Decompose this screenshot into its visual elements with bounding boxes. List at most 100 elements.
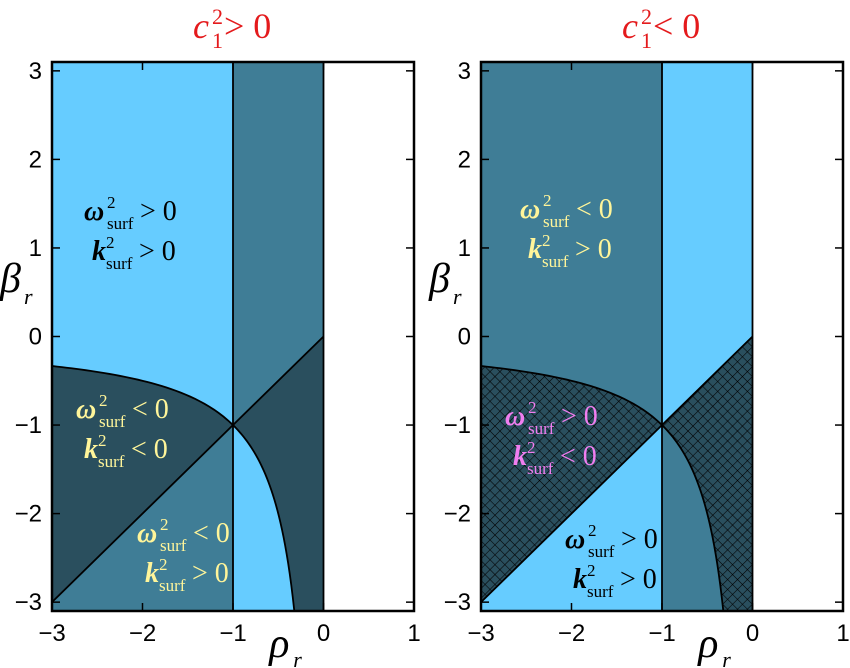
k-condition: k 2 surf > 0 xyxy=(573,561,657,601)
omega-condition: ω 2 surf < 0 xyxy=(137,515,230,555)
superscript: 2 xyxy=(588,521,597,540)
relation: < 0 xyxy=(560,441,597,472)
subscript: surf xyxy=(528,419,555,438)
subscript: surf xyxy=(98,452,125,471)
relation: < 0 xyxy=(131,434,168,465)
relation: > 0 xyxy=(621,524,658,555)
x-tick-label: −2 xyxy=(558,620,585,647)
x-axis-subscript: r xyxy=(722,647,731,668)
superscript: 2 xyxy=(99,391,108,410)
subscript: surf xyxy=(99,412,126,431)
omega-condition: ω 2 surf > 0 xyxy=(84,193,177,233)
y-axis-symbol: β xyxy=(0,256,21,302)
y-tick-label: 2 xyxy=(29,146,42,173)
x-axis-subscript: r xyxy=(293,647,302,668)
superscript: 2 xyxy=(106,233,115,252)
superscript: 2 xyxy=(527,438,536,457)
boundary-hyperbola xyxy=(52,365,296,611)
region-bottom-triangle xyxy=(52,425,233,611)
y-tick-label: −2 xyxy=(15,501,42,528)
x-axis-symbol: ρ xyxy=(696,621,718,667)
region-band-wedge xyxy=(233,336,324,611)
y-axis-subscript: r xyxy=(24,284,33,309)
superscript: 2 xyxy=(159,555,168,574)
y-tick-label: 0 xyxy=(458,324,471,351)
boundary-diagonal xyxy=(481,335,754,604)
region-band-lower xyxy=(233,425,295,611)
y-axis-symbol: β xyxy=(428,256,450,302)
y-tick-label: 0 xyxy=(29,324,42,351)
boundary-hyperbola xyxy=(481,365,725,611)
x-tick-label: −1 xyxy=(648,620,675,647)
title-symbol: c xyxy=(193,6,209,46)
chart-title: c 21 < 0 xyxy=(622,4,700,53)
region-layer xyxy=(52,62,414,611)
y-tick-label: 1 xyxy=(458,235,471,262)
relation: > 0 xyxy=(620,564,657,595)
region-bottom-triangle xyxy=(481,425,662,611)
plot-frame xyxy=(479,60,845,613)
x-tick-label: −2 xyxy=(129,620,156,647)
subscript: surf xyxy=(160,536,187,555)
title-subscript: 1 xyxy=(641,28,652,53)
x-tick-label: −3 xyxy=(38,620,65,647)
k-condition: k 2 surf < 0 xyxy=(84,431,168,471)
k-symbol: k xyxy=(528,234,542,265)
omega-symbol: ω xyxy=(84,196,104,227)
subscript: surf xyxy=(106,254,133,273)
boundary-diagonal xyxy=(52,335,325,604)
y-tick-label: −1 xyxy=(444,412,471,439)
region-lower-left xyxy=(52,366,233,603)
y-tick-label: 3 xyxy=(29,58,42,85)
superscript: 2 xyxy=(587,561,596,580)
y-tick-label: 2 xyxy=(458,146,471,173)
omega-symbol: ω xyxy=(137,518,157,549)
y-axis-ticks: 3 2 1 0 −1 −2 −3 xyxy=(15,58,414,616)
y-tick-label: −3 xyxy=(444,589,471,616)
relation: > 0 xyxy=(192,558,229,589)
omega-condition: ω 2 surf > 0 xyxy=(505,398,598,438)
superscript: 2 xyxy=(542,231,551,250)
plot-frame xyxy=(50,60,416,613)
k-condition: k 2 surf > 0 xyxy=(145,555,229,595)
relation: < 0 xyxy=(576,194,613,225)
region-positive-rho xyxy=(752,62,843,611)
y-tick-label: −3 xyxy=(15,589,42,616)
relation: < 0 xyxy=(132,394,169,425)
x-tick-label: −1 xyxy=(219,620,246,647)
x-tick-label: 1 xyxy=(836,620,849,647)
y-tick-label: 1 xyxy=(29,235,42,262)
relation: > 0 xyxy=(140,196,177,227)
title-symbol: c xyxy=(622,6,638,46)
omega-condition: ω 2 surf < 0 xyxy=(520,191,613,231)
subscript: surf xyxy=(587,582,614,601)
k-symbol: k xyxy=(84,434,98,465)
subscript: surf xyxy=(107,214,134,233)
k-condition: k 2 surf > 0 xyxy=(528,231,612,271)
y-tick-label: −2 xyxy=(444,501,471,528)
subscript: surf xyxy=(159,576,186,595)
relation: < 0 xyxy=(193,518,230,549)
relation: > 0 xyxy=(575,234,612,265)
omega-symbol: ω xyxy=(565,524,585,555)
relation: > 0 xyxy=(561,401,598,432)
y-axis-ticks: 3 2 1 0 −1 −2 −3 xyxy=(444,58,843,616)
k-symbol: k xyxy=(92,236,106,267)
k-condition: k 2 surf < 0 xyxy=(513,438,597,478)
y-axis-subscript: r xyxy=(453,284,462,309)
superscript: 2 xyxy=(543,191,552,210)
x-tick-label: 0 xyxy=(317,620,330,647)
y-tick-label: −1 xyxy=(15,412,42,439)
region-positive-rho xyxy=(323,62,414,611)
x-axis-ticks: −3 −2 −1 0 1 xyxy=(467,62,850,647)
omega-condition: ω 2 surf < 0 xyxy=(76,391,169,431)
subscript: surf xyxy=(588,542,615,561)
k-symbol: k xyxy=(145,558,159,589)
x-tick-label: −3 xyxy=(467,620,494,647)
